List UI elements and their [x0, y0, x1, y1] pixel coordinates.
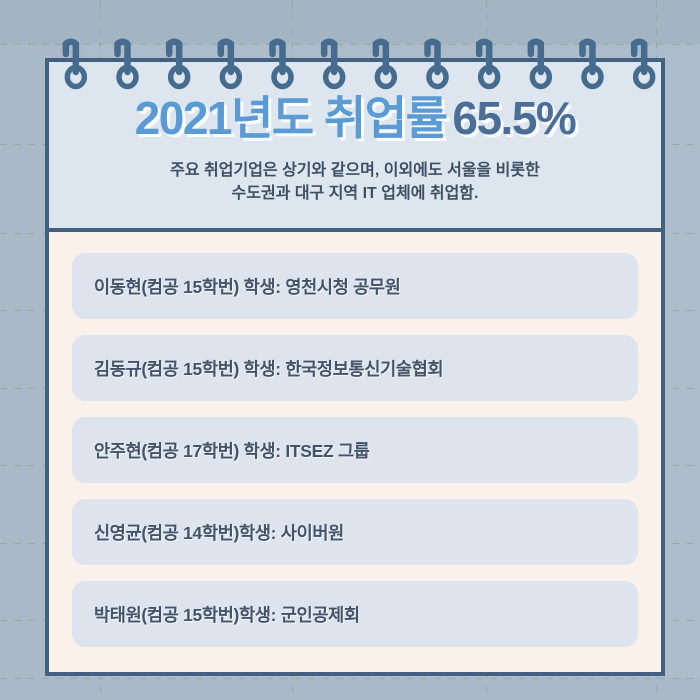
page-title: 2021년도 취업률 65.5%: [49, 62, 661, 141]
list-item-label: 박태원(컴공 15학번)학생: 군인공제회: [94, 604, 360, 625]
background-top-band: [0, 0, 700, 44]
title-percent-value: 65.5%: [452, 92, 576, 144]
subtitle-line-1: 주요 취업기업은 상기와 같으며, 이외에도 서울을 비롯한: [170, 162, 540, 179]
list-item: 안주현(컴공 17학번) 학생: ITSEZ 그룹: [72, 417, 638, 483]
notepad-card: 2021년도 취업률 65.5% 주요 취업기업은 상기와 같으며, 이외에도 서…: [45, 58, 665, 676]
list-item: 신영균(컴공 14학번)학생: 사이버원: [72, 499, 638, 565]
list-item: 이동현(컴공 15학번) 학생: 영천시청 공무원: [72, 253, 638, 319]
list-item-label: 안주현(컴공 17학번) 학생: ITSEZ 그룹: [94, 440, 370, 461]
list-item: 박태원(컴공 15학번)학생: 군인공제회: [72, 581, 638, 647]
subtitle-line-2: 수도권과 대구 지역 IT 업체에 취업함.: [231, 185, 479, 203]
title-main-text: 2021년도 취업률: [134, 92, 448, 144]
subtitle: 주요 취업기업은 상기와 같으며, 이외에도 서울을 비롯한 수도권과 대구 지…: [49, 141, 661, 205]
list-item-label: 김동규(컴공 15학번) 학생: 한국정보통신기술협회: [94, 358, 444, 379]
list-item: 김동규(컴공 15학번) 학생: 한국정보통신기술협회: [72, 335, 638, 401]
list-item-label: 이동현(컴공 15학번) 학생: 영천시청 공무원: [94, 276, 401, 297]
employment-list: 이동현(컴공 15학번) 학생: 영천시청 공무원 김동규(컴공 15학번) 학…: [49, 232, 661, 647]
card-header: 2021년도 취업률 65.5% 주요 취업기업은 상기와 같으며, 이외에도 서…: [49, 62, 661, 232]
list-item-label: 신영균(컴공 14학번)학생: 사이버원: [94, 522, 344, 543]
